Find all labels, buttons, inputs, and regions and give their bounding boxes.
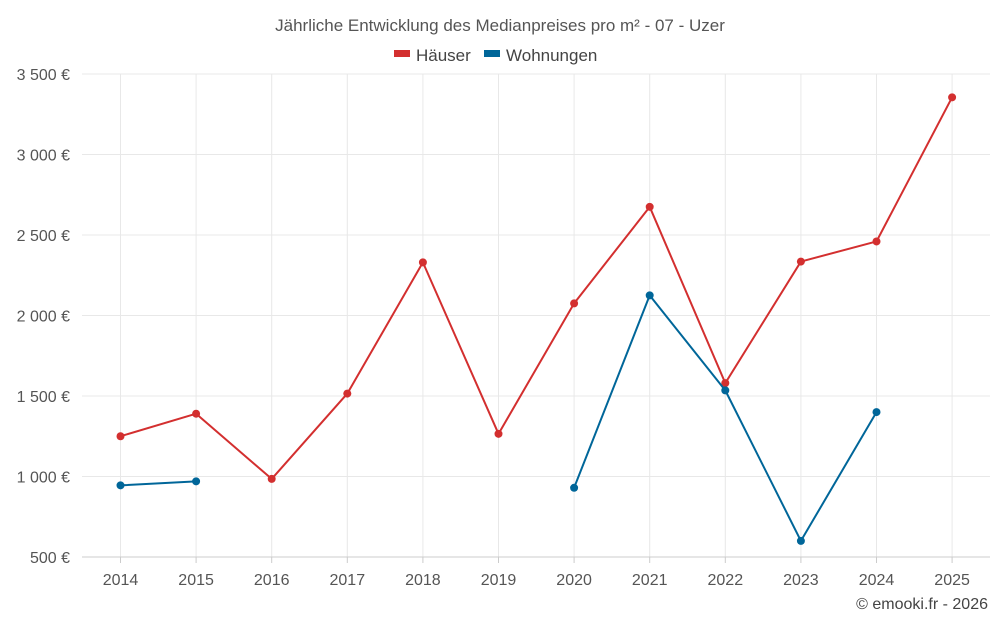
data-point-wohnungen[interactable] [721,386,730,395]
data-point-haeuser[interactable] [796,257,805,266]
data-point-wohnungen[interactable] [192,477,201,486]
series-wohnungen [116,291,881,545]
data-point-wohnungen[interactable] [872,408,881,417]
series-line-wohnungen [119,480,198,487]
x-tick-label: 2022 [708,572,744,589]
series-haeuser [116,93,957,483]
x-tick-label: 2021 [632,572,668,589]
data-point-haeuser[interactable] [721,379,730,388]
series-line-haeuser [119,96,954,480]
credit-text: © emooki.fr - 2026 [856,596,988,613]
grid [82,73,990,558]
legend-swatch-wohnungen [484,50,500,57]
data-point-haeuser[interactable] [267,474,276,483]
y-tick-label: 2 000 € [17,309,70,326]
data-point-wohnungen[interactable] [116,481,125,490]
legend-label-wohnungen[interactable]: Wohnungen [506,46,597,65]
x-tick-label: 2017 [330,572,366,589]
x-tick-label: 2014 [103,572,139,589]
data-point-haeuser[interactable] [343,389,352,398]
y-tick-label: 3 000 € [17,148,70,165]
data-point-haeuser[interactable] [645,202,654,211]
y-tick-label: 1 500 € [17,389,70,406]
data-point-haeuser[interactable] [872,237,881,246]
data-point-haeuser[interactable] [116,432,125,441]
data-point-haeuser[interactable] [570,299,579,308]
legend-swatch-haeuser [394,50,410,57]
y-tick-label: 3 500 € [17,67,70,84]
x-tick-label: 2019 [481,572,517,589]
data-point-wohnungen[interactable] [645,291,654,300]
y-tick-label: 1 000 € [17,470,70,487]
data-point-haeuser[interactable] [418,258,427,267]
legend-label-haeuser[interactable]: Häuser [416,46,471,65]
data-point-haeuser[interactable] [192,409,201,418]
data-point-haeuser[interactable] [948,93,957,102]
x-tick-label: 2016 [254,572,290,589]
x-tick-label: 2020 [556,572,592,589]
series [116,93,957,545]
x-tick-label: 2025 [934,572,970,589]
x-tick-label: 2015 [178,572,214,589]
axes: 500 € 1 000 € 1 500 € 2 000 € 2 500 € 3 000 €… [17,67,990,589]
data-point-wohnungen[interactable] [796,536,805,545]
y-tick-label: 2 500 € [17,228,70,245]
chart-title: Jährliche Entwicklung des Medianpreises … [275,16,725,35]
x-tick-label: 2018 [405,572,441,589]
data-point-wohnungen[interactable] [570,483,579,492]
y-tick-label: 500 € [30,550,70,567]
x-tick-label: 2024 [859,572,895,589]
data-point-haeuser[interactable] [494,429,503,438]
legend: Häuser Wohnungen [394,46,597,65]
x-tick-label: 2023 [783,572,819,589]
